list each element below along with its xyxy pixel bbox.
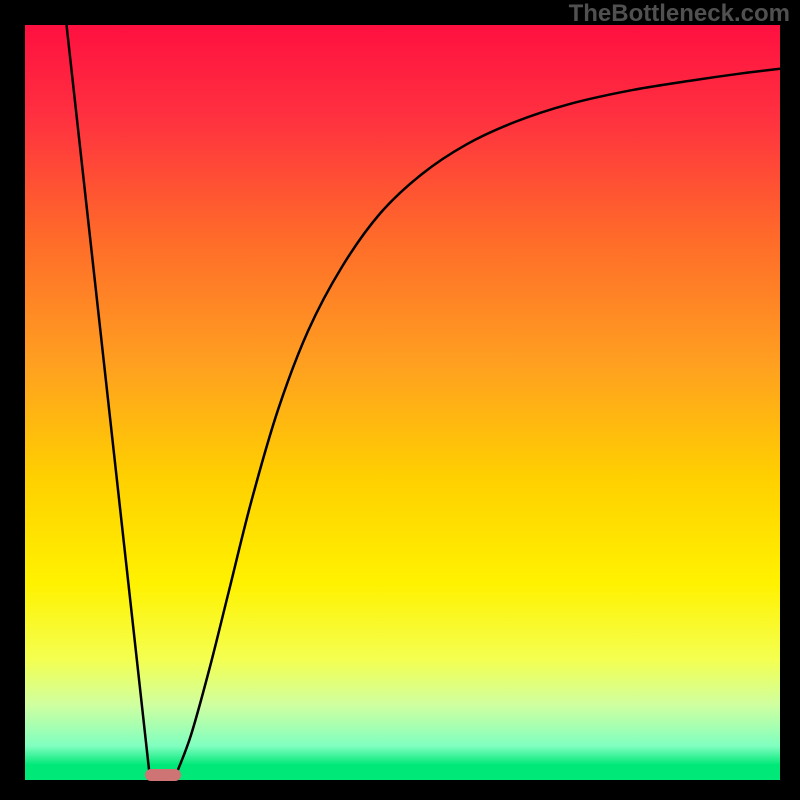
bottleneck-curve: [25, 25, 780, 780]
chart-container: TheBottleneck.com: [0, 0, 800, 800]
optimal-point-marker: [145, 769, 181, 781]
watermark-text: TheBottleneck.com: [569, 0, 790, 28]
plot-area: [25, 25, 780, 780]
